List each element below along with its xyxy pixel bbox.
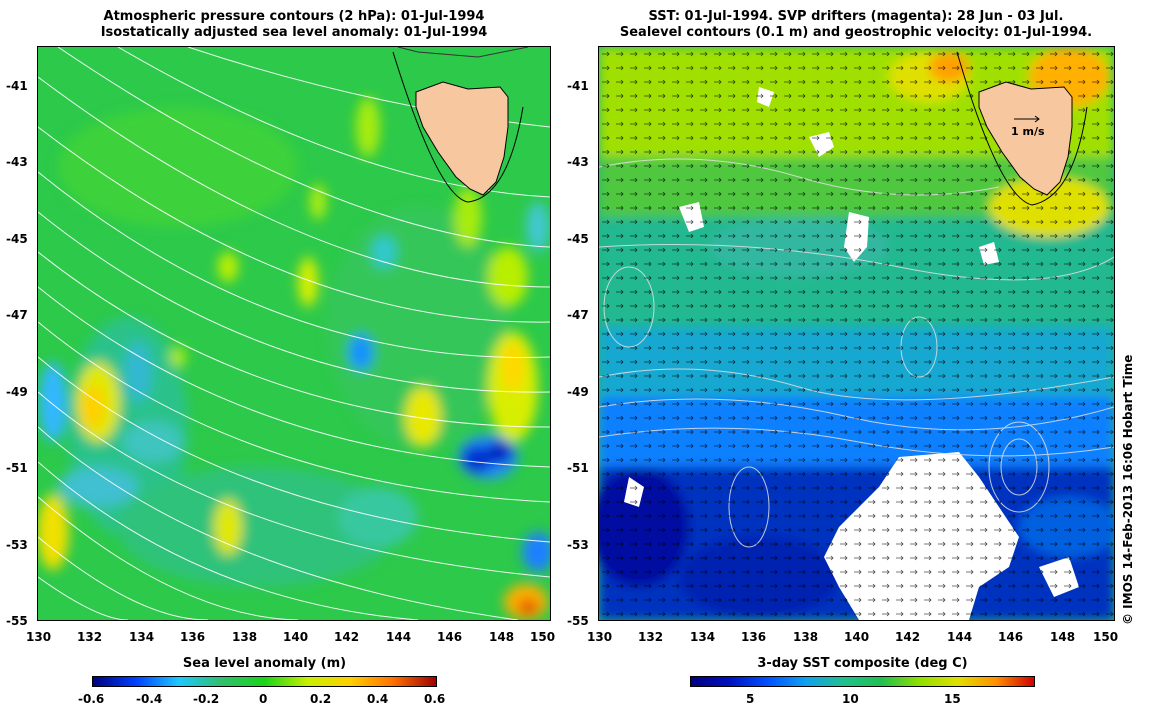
sla-colorbar-tick: 0.2 xyxy=(310,692,332,706)
lat-tick-left: -55 xyxy=(6,614,28,628)
lon-tick-right: 134 xyxy=(690,630,716,644)
lon-tick-left: 134 xyxy=(129,630,155,644)
left-title-line1: Atmospheric pressure contours (2 hPa): 0… xyxy=(103,9,485,24)
lon-tick-left: 132 xyxy=(77,630,103,644)
sla-colorbar-label: Sea level anomaly (m) xyxy=(182,656,347,671)
lon-tick-right: 144 xyxy=(947,630,973,644)
lon-tick-left: 138 xyxy=(232,630,258,644)
lon-tick-left: 136 xyxy=(180,630,206,644)
lon-tick-right: 132 xyxy=(638,630,664,644)
lon-tick-left: 130 xyxy=(26,630,52,644)
lon-tick-right: 136 xyxy=(741,630,767,644)
lat-tick-left: -45 xyxy=(6,232,28,246)
sst-colorbar-tick: 15 xyxy=(944,692,961,706)
lon-tick-left: 150 xyxy=(530,630,556,644)
lat-tick-left: -47 xyxy=(6,308,28,322)
lon-tick-left: 142 xyxy=(334,630,360,644)
lon-tick-right: 130 xyxy=(587,630,613,644)
sst-colorbar xyxy=(690,676,1035,687)
sla-colorbar-tick: 0.4 xyxy=(367,692,389,706)
lat-tick-right: -45 xyxy=(567,232,589,246)
lon-tick-left: 148 xyxy=(489,630,515,644)
lat-tick-right: -53 xyxy=(567,538,589,552)
lat-tick-left: -49 xyxy=(6,385,28,399)
lat-tick-left: -53 xyxy=(6,538,28,552)
sla-colorbar-tick: -0.4 xyxy=(136,692,163,706)
tasmania-landmass xyxy=(415,81,509,196)
lon-tick-right: 138 xyxy=(793,630,819,644)
right-title-line2: Sealevel contours (0.1 m) and geostrophi… xyxy=(619,25,1093,40)
velocity-scale-label: 1 m/s xyxy=(1011,125,1045,138)
left-title-line2: Isostatically adjusted sea level anomaly… xyxy=(100,25,488,40)
lat-tick-left: -51 xyxy=(6,461,28,475)
right-title-line1: SST: 01-Jul-1994. SVP drifters (magenta)… xyxy=(648,9,1064,24)
lon-tick-right: 146 xyxy=(998,630,1024,644)
sst-colorbar-label: 3-day SST composite (deg C) xyxy=(757,656,968,671)
lat-tick-right: -43 xyxy=(567,155,589,169)
lat-tick-right: -49 xyxy=(567,385,589,399)
sea-level-anomaly-map xyxy=(37,46,551,621)
lat-tick-right: -51 xyxy=(567,461,589,475)
lon-tick-left: 146 xyxy=(437,630,463,644)
sla-colorbar-tick: 0 xyxy=(259,692,268,706)
imos-credit: © IMOS 14-Feb-2013 16:06 Hobart Time xyxy=(1121,354,1135,625)
lon-tick-right: 150 xyxy=(1093,630,1119,644)
sla-colorbar xyxy=(92,676,437,687)
lat-tick-left: -43 xyxy=(6,155,28,169)
lat-tick-right: -55 xyxy=(567,614,589,628)
sla-colorbar-tick: -0.2 xyxy=(193,692,220,706)
lon-tick-right: 148 xyxy=(1050,630,1076,644)
lon-tick-right: 142 xyxy=(895,630,921,644)
lat-tick-left: -41 xyxy=(6,79,28,93)
sst-colorbar-tick: 5 xyxy=(746,692,755,706)
sla-colorbar-tick: 0.6 xyxy=(424,692,446,706)
tasmania-landmass-sst xyxy=(978,81,1073,196)
lon-tick-right: 140 xyxy=(844,630,870,644)
lat-tick-right: -41 xyxy=(567,79,589,93)
sla-colorbar-tick: -0.6 xyxy=(78,692,105,706)
lon-tick-left: 144 xyxy=(386,630,412,644)
sst-map: 1 m/s xyxy=(598,46,1115,621)
lat-tick-right: -47 xyxy=(567,308,589,322)
sst-colorbar-tick: 10 xyxy=(842,692,859,706)
lon-tick-left: 140 xyxy=(283,630,309,644)
